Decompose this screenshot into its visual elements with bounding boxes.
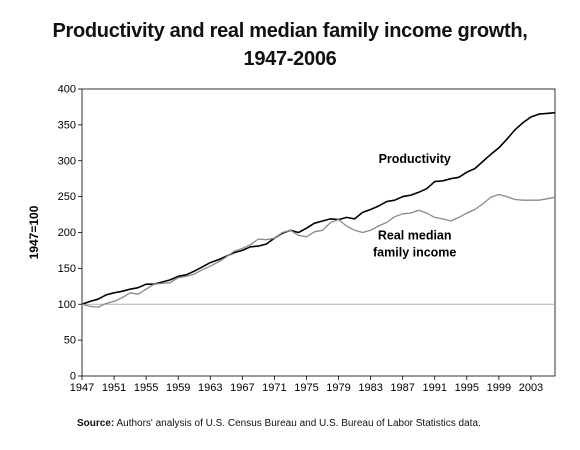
y-axis-label: 1947=100 [27, 205, 41, 259]
chart-title-years: 1947-2006 [243, 48, 337, 70]
income-label: Real median [378, 229, 452, 243]
x-tick-label: 1979 [326, 382, 350, 394]
plot-frame [81, 88, 556, 377]
x-tick-label: 1999 [487, 382, 511, 394]
x-tick-label: 1975 [294, 382, 318, 394]
productivity-line [81, 111, 556, 306]
y-tick-label: 50 [64, 335, 76, 347]
x-tick-label: 1995 [455, 382, 479, 394]
x-tick-label: 1991 [423, 382, 447, 394]
chart-title: Productivity and real median family inco… [52, 20, 528, 42]
x-tick-label: 1971 [262, 382, 286, 394]
x-tick-label: 1959 [166, 382, 190, 394]
x-tick-label: 1951 [102, 382, 126, 394]
y-tick-label: 150 [58, 263, 76, 275]
x-tick-label: 2003 [519, 382, 543, 394]
y-tick-label: 0 [70, 371, 76, 383]
y-tick-label: 250 [58, 191, 76, 203]
y-tick-label: 350 [58, 119, 76, 131]
source-text: Authors' analysis of U.S. Census Bureau … [114, 418, 481, 429]
y-tick-label: 100 [58, 299, 76, 311]
x-tick-label: 1983 [358, 382, 382, 394]
productivity-label: Productivity [379, 152, 451, 166]
y-tick-label: 200 [58, 227, 76, 239]
x-tick-label: 1967 [230, 382, 254, 394]
x-tick-label: 1955 [134, 382, 158, 394]
source-note: Source: Authors' analysis of U.S. Census… [77, 418, 481, 429]
x-tick-label: 1963 [198, 382, 222, 394]
y-tick-label: 400 [58, 84, 76, 96]
income-label: family income [373, 246, 456, 260]
x-tick-label: 1987 [390, 382, 414, 394]
source-label: Source: [77, 418, 115, 429]
x-tick-label: 1947 [70, 382, 94, 394]
income-line [81, 193, 556, 308]
y-tick-label: 300 [58, 155, 76, 167]
